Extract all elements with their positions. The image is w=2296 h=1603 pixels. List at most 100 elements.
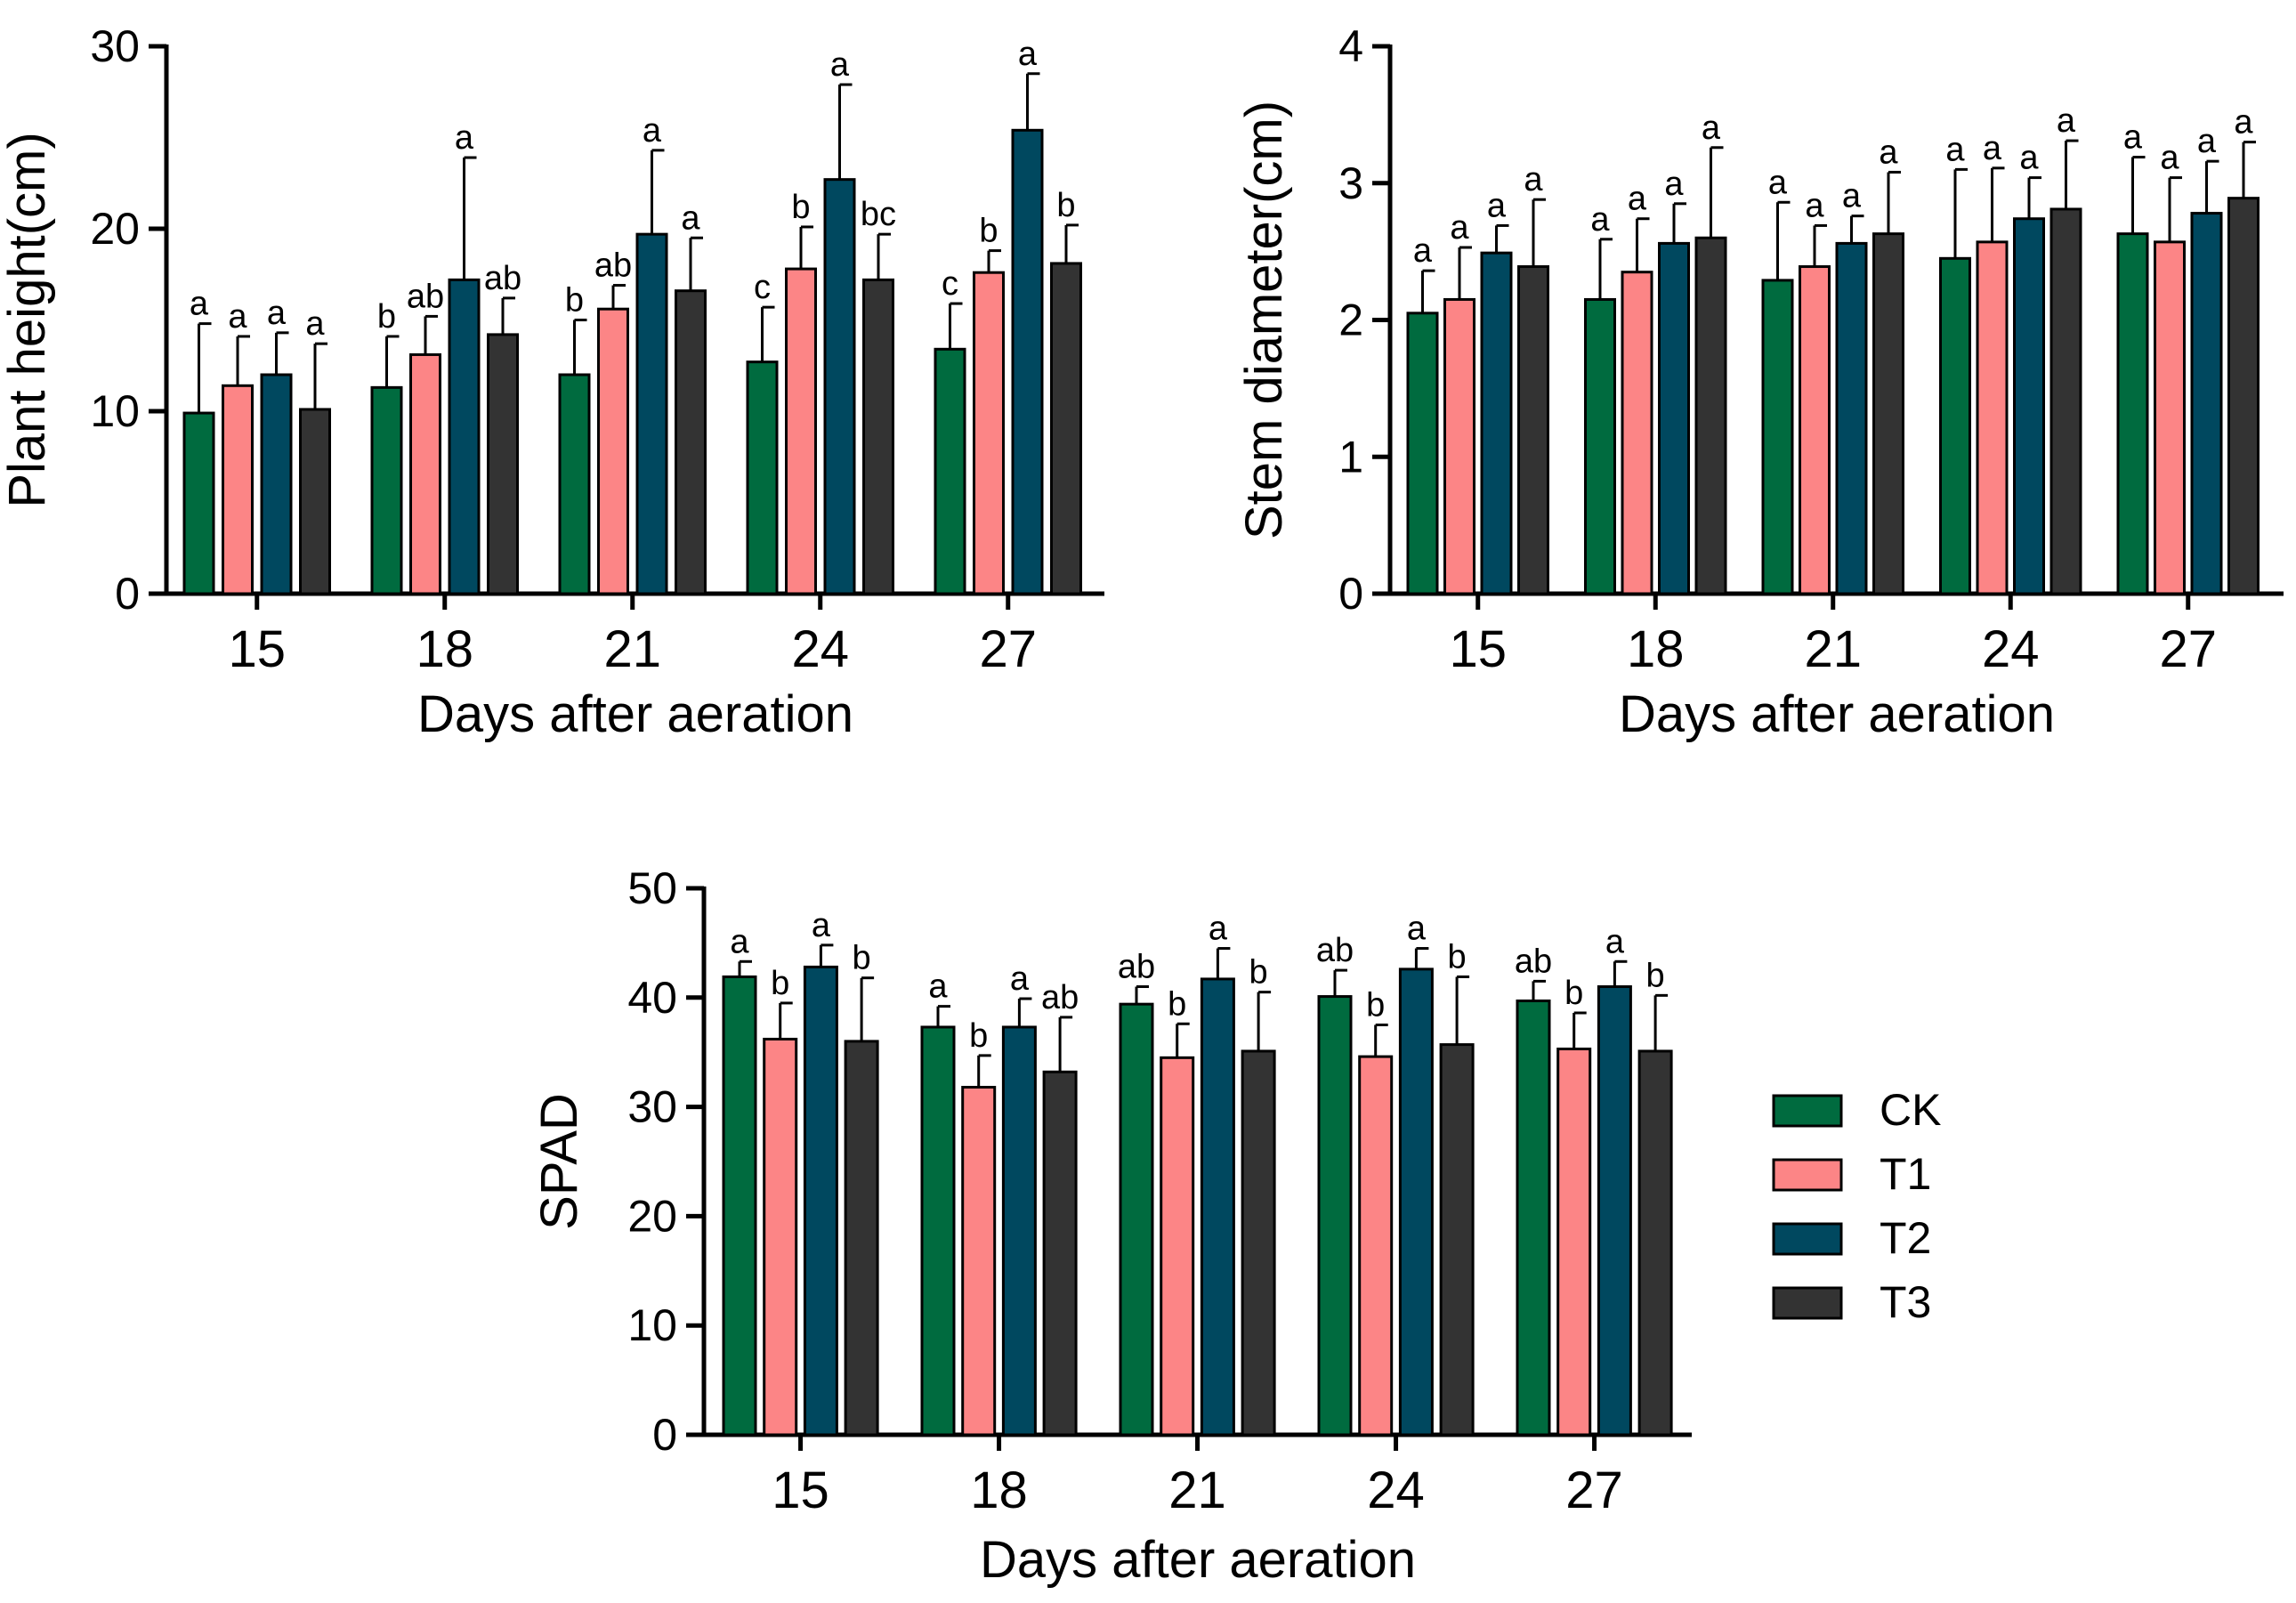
significance-label: ab xyxy=(484,260,521,297)
significance-label: b xyxy=(1056,187,1075,224)
significance-label: a xyxy=(2019,140,2039,177)
bar-t2 xyxy=(635,232,668,595)
bar-t2 xyxy=(1011,128,1044,595)
bar-ck xyxy=(920,1025,956,1437)
x-tick-label: 21 xyxy=(1804,620,1862,678)
bar-ck xyxy=(182,411,215,595)
bar-t3 xyxy=(1637,1049,1673,1437)
bar-t3 xyxy=(675,289,707,595)
significance-label: b xyxy=(377,298,396,336)
x-tick-label: 15 xyxy=(1449,620,1507,678)
bar-t1 xyxy=(1799,265,1831,595)
bar-t2 xyxy=(260,373,293,595)
y-tick-label: 4 xyxy=(1338,21,1363,71)
significance-label: a xyxy=(830,46,850,84)
significance-label: b xyxy=(565,282,584,320)
y-tick-label: 0 xyxy=(115,569,140,619)
bar-ck xyxy=(722,975,757,1437)
bar-t1 xyxy=(785,267,817,595)
significance-label: a xyxy=(1018,36,1038,73)
y-tick-label: 30 xyxy=(90,21,140,71)
significance-label: a xyxy=(305,305,325,343)
bar-t3 xyxy=(487,333,519,595)
bar-t2 xyxy=(1480,251,1513,595)
significance-label: a xyxy=(228,298,247,336)
bar-t3 xyxy=(1042,1070,1078,1437)
bar-ck xyxy=(558,373,591,595)
significance-label: b xyxy=(771,965,789,1002)
significance-label: ab xyxy=(1118,949,1155,986)
significance-label: b xyxy=(1646,957,1665,994)
y-tick-label: 30 xyxy=(627,1082,677,1132)
significance-label: c xyxy=(754,269,771,306)
significance-label: a xyxy=(681,199,700,237)
significance-label: a xyxy=(1407,911,1427,948)
bar-ck xyxy=(1119,1002,1154,1437)
x-tick-label: 27 xyxy=(979,620,1037,678)
bar-t2 xyxy=(2013,217,2045,595)
significance-label: a xyxy=(812,907,831,944)
legend-label-t2: T2 xyxy=(1880,1213,1931,1263)
bar-t1 xyxy=(597,307,629,595)
x-tick-label: 15 xyxy=(228,620,286,678)
significance-label: a xyxy=(1805,187,1824,224)
bar-ck xyxy=(934,347,966,595)
bar-ck xyxy=(2116,232,2149,595)
bar-ck xyxy=(370,385,403,595)
significance-label: a xyxy=(1010,960,1030,998)
significance-label: b xyxy=(969,1017,988,1055)
bar-ck xyxy=(1317,995,1353,1437)
significance-label: a xyxy=(1413,232,1433,270)
x-tick-label: 21 xyxy=(1168,1461,1226,1519)
significance-label: a xyxy=(1487,187,1507,224)
y-tick-label: 0 xyxy=(652,1410,677,1460)
legend-label-t1: T1 xyxy=(1880,1149,1931,1199)
y-tick-label: 0 xyxy=(1338,569,1363,619)
significance-label: ab xyxy=(1515,943,1552,980)
significance-label: a xyxy=(1945,131,1965,168)
bar-t3 xyxy=(1050,262,1082,595)
y-tick-label: 3 xyxy=(1338,158,1363,208)
bar-t1 xyxy=(763,1037,798,1437)
y-tick-label: 2 xyxy=(1338,296,1363,345)
y-tick-label: 40 xyxy=(627,973,677,1023)
significance-label: ab xyxy=(1041,979,1079,1016)
significance-label: b xyxy=(853,940,871,977)
significance-label: a xyxy=(1524,161,1543,198)
significance-label: a xyxy=(2123,119,2143,157)
x-tick-label: 27 xyxy=(1565,1461,1623,1519)
bar-t2 xyxy=(1001,1025,1037,1437)
significance-label: a xyxy=(928,968,948,1006)
x-axis-title: Days after aeration xyxy=(417,685,853,743)
bar-t1 xyxy=(1556,1048,1592,1437)
significance-label: a xyxy=(1702,109,1721,147)
significance-label: a xyxy=(1983,130,2002,167)
bar-t1 xyxy=(1976,240,2009,595)
significance-label: b xyxy=(1448,938,1467,976)
significance-label: a xyxy=(730,923,749,960)
x-tick-label: 18 xyxy=(416,620,473,678)
bar-t3 xyxy=(2049,207,2082,595)
significance-label: a xyxy=(1590,201,1610,239)
bar-t3 xyxy=(1694,236,1727,595)
x-tick-label: 24 xyxy=(1367,1461,1425,1519)
significance-label: ab xyxy=(407,278,444,315)
bar-t1 xyxy=(409,352,441,595)
legend-swatch-t3 xyxy=(1772,1286,1843,1320)
y-tick-label: 20 xyxy=(90,204,140,254)
bar-t2 xyxy=(1658,241,1690,595)
bar-t1 xyxy=(1621,271,1653,595)
x-tick-label: 24 xyxy=(791,620,849,678)
bar-t1 xyxy=(1160,1056,1195,1437)
x-tick-label: 15 xyxy=(772,1461,829,1519)
bar-t2 xyxy=(1200,977,1235,1437)
y-tick-label: 10 xyxy=(627,1300,677,1350)
x-tick-label: 18 xyxy=(970,1461,1028,1519)
y-tick-label: 10 xyxy=(90,386,140,436)
bar-ck xyxy=(1584,297,1616,595)
bar-t2 xyxy=(1398,967,1434,1437)
significance-label: b xyxy=(1168,985,1186,1023)
